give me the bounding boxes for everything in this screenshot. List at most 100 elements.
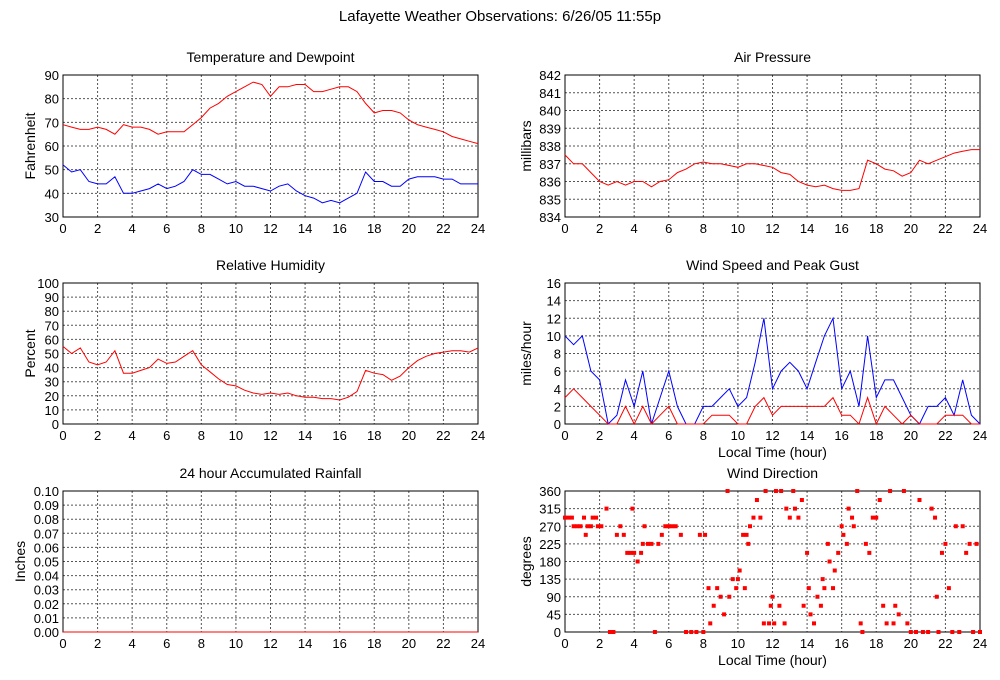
x-tick-label: 8	[198, 221, 205, 236]
data-point	[663, 524, 668, 529]
y-tick-label: 840	[539, 104, 561, 119]
x-tick-label: 6	[163, 221, 170, 236]
x-tick-label: 10	[229, 428, 243, 443]
data-point	[630, 506, 635, 511]
data-point	[701, 630, 706, 634]
x-tick-label: 18	[367, 636, 381, 651]
x-tick-label: 2	[94, 428, 101, 443]
data-point	[784, 506, 789, 511]
data-point	[893, 603, 898, 608]
plot-frame	[62, 282, 479, 425]
x-tick-label: 18	[367, 221, 381, 236]
x-tick-label: 22	[938, 428, 952, 443]
data-point	[734, 586, 739, 591]
data-point	[563, 515, 567, 520]
y-axis-label: Percent	[22, 329, 38, 377]
data-point	[582, 515, 587, 520]
data-point	[796, 515, 801, 520]
x-tick-label: 4	[631, 428, 638, 443]
data-point	[877, 498, 882, 503]
x-tick-label: 6	[163, 428, 170, 443]
x-tick-label: 0	[561, 428, 568, 443]
data-point	[839, 524, 844, 529]
chart-title: 24 hour Accumulated Rainfall	[179, 465, 361, 481]
x-tick-label: 12	[765, 428, 779, 443]
chart-title: Relative Humidity	[216, 257, 325, 273]
y-tick-label: 0.03	[34, 583, 59, 598]
data-point	[659, 532, 664, 537]
x-tick-label: 2	[94, 221, 101, 236]
data-point	[934, 594, 939, 599]
data-point	[777, 603, 782, 608]
x-tick-label: 6	[665, 221, 672, 236]
data-point	[684, 630, 689, 634]
data-point	[708, 621, 713, 626]
y-tick-label: 0.10	[34, 484, 59, 499]
x-tick-label: 22	[938, 636, 952, 651]
x-tick-label: 18	[869, 221, 883, 236]
data-point	[782, 621, 787, 626]
data-point	[836, 550, 841, 555]
y-tick-label: 0.00	[34, 625, 59, 640]
x-tick-label: 4	[631, 636, 638, 651]
main-title: Lafayette Weather Observations: 6/26/05 …	[338, 8, 662, 25]
y-tick-label: 2	[554, 399, 561, 414]
y-tick-label: 838	[539, 139, 561, 154]
y-tick-label: 40	[45, 186, 59, 201]
x-tick-label: 0	[561, 221, 568, 236]
data-point	[926, 630, 931, 634]
y-tick-label: 10	[547, 329, 561, 344]
x-tick-label: 10	[731, 636, 745, 651]
x-tick-label: 22	[938, 221, 952, 236]
y-tick-label: 100	[37, 276, 59, 291]
x-tick-label: 12	[765, 636, 779, 651]
y-tick-label: 842	[539, 68, 561, 83]
data-point	[635, 559, 640, 564]
data-point	[741, 532, 746, 537]
y-tick-label: 60	[45, 139, 59, 154]
y-axis-label: millibars	[518, 120, 534, 171]
data-point	[703, 532, 708, 537]
y-tick-label: 0.05	[34, 555, 59, 570]
data-point	[656, 541, 661, 546]
data-point	[632, 550, 637, 555]
data-point	[858, 621, 863, 626]
y-tick-label: 20	[45, 389, 59, 404]
data-point	[888, 489, 893, 493]
data-point	[718, 594, 723, 599]
chart-title: Air Pressure	[734, 49, 811, 65]
y-tick-label: 40	[45, 361, 59, 376]
data-point	[730, 577, 735, 582]
data-point	[812, 621, 816, 626]
y-tick-label: 45	[547, 607, 561, 622]
x-tick-label: 16	[834, 428, 848, 443]
x-tick-label: 8	[700, 221, 707, 236]
data-point	[851, 524, 856, 529]
y-tick-label: 8	[554, 347, 561, 362]
y-tick-label: 70	[45, 318, 59, 333]
data-point	[737, 568, 742, 573]
data-point	[805, 550, 810, 555]
series-line	[564, 388, 980, 426]
data-point	[575, 524, 580, 529]
x-tick-label: 22	[436, 221, 450, 236]
data-point	[908, 630, 913, 634]
data-point	[964, 550, 969, 555]
y-tick-label: 30	[45, 210, 59, 225]
data-point	[801, 603, 806, 608]
x-tick-label: 22	[436, 636, 450, 651]
data-point	[971, 630, 976, 634]
data-point	[850, 515, 855, 520]
data-point	[770, 594, 775, 599]
y-tick-label: 10	[45, 403, 59, 418]
y-tick-label: 0.08	[34, 512, 59, 527]
x-tick-label: 8	[700, 636, 707, 651]
x-tick-label: 8	[198, 428, 205, 443]
y-tick-label: 225	[539, 537, 561, 552]
data-point	[569, 515, 574, 520]
data-point	[614, 532, 619, 537]
data-point	[832, 568, 837, 573]
